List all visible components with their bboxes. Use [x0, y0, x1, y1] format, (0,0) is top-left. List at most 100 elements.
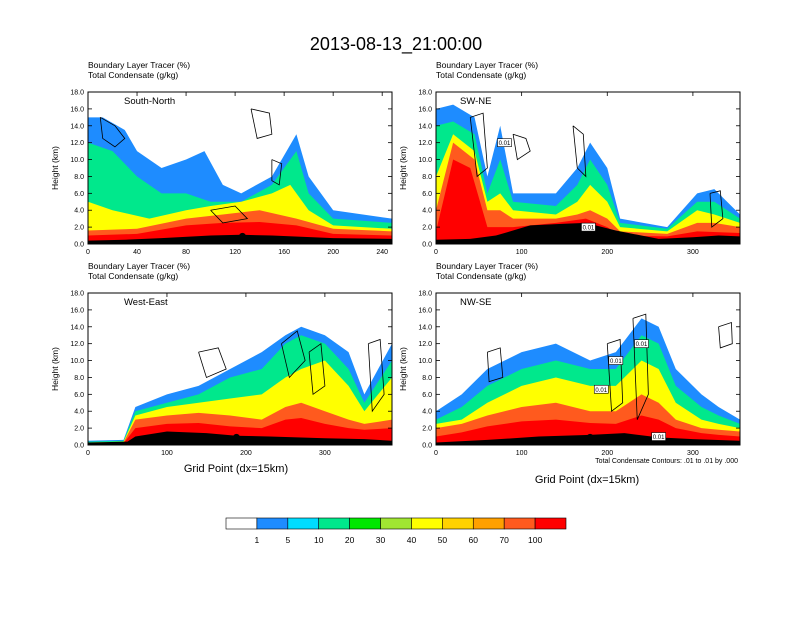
location-marker — [582, 232, 590, 240]
x-tick-label: 300 — [687, 249, 699, 256]
y-tick-label: 0.0 — [74, 443, 84, 450]
y-tick-label: 16.0 — [418, 106, 432, 113]
x-tick-label: 200 — [327, 249, 339, 256]
contour-label-box — [593, 384, 609, 394]
location-marker — [238, 232, 246, 240]
terrain — [88, 431, 392, 445]
y-tick-label: 6.0 — [422, 392, 432, 399]
y-tick-label: 18.0 — [70, 291, 84, 298]
y-tick-label: 10.0 — [418, 157, 432, 164]
colorbar-label: 1 — [255, 535, 260, 545]
colorbar-label: 50 — [438, 535, 448, 545]
condensate-contour-4 — [718, 322, 733, 349]
x-tick-label: 300 — [687, 450, 699, 457]
y-tick-label: 2.0 — [74, 225, 84, 232]
colorbar-segment-9 — [472, 517, 505, 530]
y-tick-label: 6.0 — [74, 392, 84, 399]
condensate-contour-3 — [308, 342, 326, 396]
panel-label: NW-SE — [460, 297, 492, 308]
condensate-contour-1 — [469, 112, 488, 178]
y-tick-label: 8.0 — [422, 174, 432, 181]
location-marker — [232, 433, 240, 441]
y-tick-label: 6.0 — [422, 191, 432, 198]
contour-label: 0.01 — [593, 384, 609, 394]
x-tick-label: 200 — [240, 450, 252, 457]
panel-frame — [87, 91, 393, 245]
panel-4: Boundary Layer Tracer (%)Total Condensat… — [398, 261, 741, 457]
x-tick-label: 240 — [376, 249, 388, 256]
condensate-contour-3 — [486, 347, 504, 383]
y-tick-label: 2.0 — [422, 225, 432, 232]
y-tick-label: 10.0 — [418, 358, 432, 365]
y-tick-label: 18.0 — [418, 90, 432, 97]
y-tick-label: 18.0 — [418, 291, 432, 298]
contour-label-text: 0.01 — [583, 226, 595, 232]
tracer-band-3 — [436, 134, 740, 244]
condensate-contour-4 — [210, 205, 249, 224]
contour-header: Total Condensate (g/kg) — [436, 271, 526, 281]
colorbar-segment-7 — [411, 517, 443, 530]
panel-label: South-North — [124, 96, 175, 107]
x-tick-label: 200 — [601, 450, 613, 457]
y-tick-label: 12.0 — [418, 341, 432, 348]
condensate-contour-3 — [572, 125, 587, 178]
x-axis-label-right: Grid Point (dx=15km) — [535, 474, 639, 486]
contour-label: 0.01 — [651, 432, 666, 441]
x-axis-label-left: Grid Point (dx=15km) — [184, 463, 288, 475]
contour-label-box — [581, 222, 596, 232]
plot-area: 0.01 0.01 0.01 0.01 — [436, 293, 740, 445]
y-axis-label: Height (km) — [398, 146, 408, 190]
y-tick-label: 12.0 — [418, 140, 432, 147]
colorbar-segment-8 — [442, 517, 474, 530]
y-axis-label: Height (km) — [398, 347, 408, 391]
y-tick-label: 8.0 — [422, 375, 432, 382]
y-tick-label: 14.0 — [418, 324, 432, 331]
contour-label-box — [608, 356, 624, 365]
y-axis-label: Height (km) — [50, 347, 60, 391]
contour-header: Total Condensate (g/kg) — [88, 70, 178, 80]
y-tick-label: 2.0 — [74, 426, 84, 433]
colorbar-segment-2 — [256, 517, 289, 530]
y-tick-label: 16.0 — [418, 307, 432, 314]
colorbar-segment-6 — [380, 517, 412, 530]
terrain — [88, 234, 392, 244]
panel-frame — [435, 292, 741, 446]
contour-label: 0.01 — [581, 222, 596, 232]
location-marker — [586, 433, 594, 441]
colorbar-label: 30 — [376, 535, 386, 545]
x-tick-label: 0 — [434, 450, 438, 457]
y-tick-label: 0.0 — [422, 443, 432, 450]
colorbar-label: 100 — [528, 535, 542, 545]
x-tick-label: 100 — [516, 249, 528, 256]
condensate-contour-1 — [198, 347, 227, 378]
field-header: Boundary Layer Tracer (%) — [436, 60, 538, 70]
contour-label: 0.01 — [634, 339, 649, 348]
x-tick-label: 200 — [601, 249, 613, 256]
condensate-contour-2 — [250, 108, 273, 139]
y-tick-label: 4.0 — [74, 409, 84, 416]
x-tick-label: 120 — [229, 249, 241, 256]
panel-label: SW-NE — [460, 96, 492, 107]
field-header: Boundary Layer Tracer (%) — [436, 261, 538, 271]
colorbar-label: 70 — [499, 535, 509, 545]
colorbar-segment-10 — [503, 517, 536, 530]
contour-label-text: 0.01 — [610, 359, 622, 365]
y-tick-label: 12.0 — [70, 341, 84, 348]
x-tick-label: 0 — [86, 249, 90, 256]
y-tick-label: 0.0 — [74, 242, 84, 249]
condensate-contour-2 — [512, 133, 531, 161]
condensate-contour-2 — [632, 313, 649, 420]
y-tick-label: 14.0 — [70, 123, 84, 130]
panel-label: West-East — [124, 297, 168, 308]
y-tick-label: 10.0 — [70, 358, 84, 365]
colorbar-label: 20 — [345, 535, 355, 545]
colorbar-label: 40 — [407, 535, 417, 545]
contour-header: Total Condensate (g/kg) — [88, 271, 178, 281]
contour-label: 0.01 — [497, 138, 512, 147]
field-header: Boundary Layer Tracer (%) — [88, 261, 190, 271]
panels-group: Boundary Layer Tracer (%)Total Condensat… — [50, 60, 741, 457]
condensate-contour-1 — [606, 338, 624, 412]
x-tick-label: 160 — [278, 249, 290, 256]
panel-1: Boundary Layer Tracer (%)Total Condensat… — [50, 60, 393, 256]
